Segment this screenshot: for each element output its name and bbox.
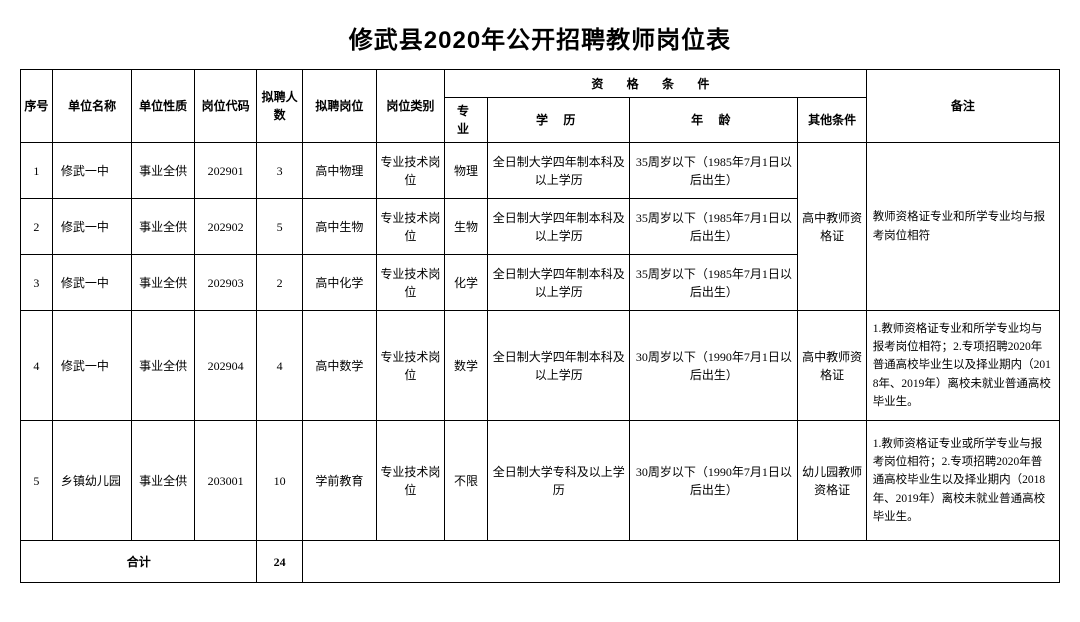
cell-major: 生物 <box>444 199 487 255</box>
cell-plan-post: 高中数学 <box>302 311 376 421</box>
cell-plan-count: 2 <box>257 255 302 311</box>
cell-post-type: 专业技术岗位 <box>376 311 444 421</box>
cell-other: 幼儿园教师资格证 <box>798 421 866 541</box>
cell-post-code: 202903 <box>194 255 257 311</box>
cell-unit-nature: 事业全供 <box>132 199 195 255</box>
recruitment-table: 序号 单位名称 单位性质 岗位代码 拟聘人数 拟聘岗位 岗位类别 资 格 条 件… <box>20 69 1060 583</box>
col-qualification: 资 格 条 件 <box>444 70 866 98</box>
cell-seq: 5 <box>21 421 53 541</box>
table-row: 1 修武一中 事业全供 202901 3 高中物理 专业技术岗位 物理 全日制大… <box>21 143 1060 199</box>
cell-unit-name: 修武一中 <box>52 255 132 311</box>
col-post-type: 岗位类别 <box>376 70 444 143</box>
cell-post-type: 专业技术岗位 <box>376 255 444 311</box>
cell-age: 35周岁以下（1985年7月1日以后出生） <box>630 143 798 199</box>
cell-plan-post: 高中物理 <box>302 143 376 199</box>
cell-seq: 4 <box>21 311 53 421</box>
cell-age: 30周岁以下（1990年7月1日以后出生） <box>630 421 798 541</box>
cell-education: 全日制大学四年制本科及以上学历 <box>488 199 630 255</box>
cell-unit-name: 修武一中 <box>52 311 132 421</box>
cell-major: 数学 <box>444 311 487 421</box>
cell-age: 35周岁以下（1985年7月1日以后出生） <box>630 255 798 311</box>
col-education: 学 历 <box>488 98 630 143</box>
table-row: 5 乡镇幼儿园 事业全供 203001 10 学前教育 专业技术岗位 不限 全日… <box>21 421 1060 541</box>
table-row: 4 修武一中 事业全供 202904 4 高中数学 专业技术岗位 数学 全日制大… <box>21 311 1060 421</box>
cell-seq: 2 <box>21 199 53 255</box>
col-seq: 序号 <box>21 70 53 143</box>
cell-education: 全日制大学专科及以上学历 <box>488 421 630 541</box>
cell-unit-nature: 事业全供 <box>132 255 195 311</box>
col-plan-post: 拟聘岗位 <box>302 70 376 143</box>
col-unit-name: 单位名称 <box>52 70 132 143</box>
cell-unit-nature: 事业全供 <box>132 143 195 199</box>
col-plan-count: 拟聘人数 <box>257 70 302 143</box>
cell-plan-post: 高中化学 <box>302 255 376 311</box>
cell-major: 物理 <box>444 143 487 199</box>
cell-seq: 1 <box>21 143 53 199</box>
cell-other: 高中教师资格证 <box>798 311 866 421</box>
cell-unit-nature: 事业全供 <box>132 311 195 421</box>
page-title: 修武县2020年公开招聘教师岗位表 <box>20 20 1060 55</box>
total-count: 24 <box>257 541 302 583</box>
cell-post-type: 专业技术岗位 <box>376 143 444 199</box>
cell-education: 全日制大学四年制本科及以上学历 <box>488 311 630 421</box>
cell-remarks: 1.教师资格证专业或所学专业与报考岗位相符；2.专项招聘2020年普通高校毕业生… <box>866 421 1059 541</box>
cell-unit-nature: 事业全供 <box>132 421 195 541</box>
cell-age: 35周岁以下（1985年7月1日以后出生） <box>630 199 798 255</box>
cell-major: 化学 <box>444 255 487 311</box>
cell-age: 30周岁以下（1990年7月1日以后出生） <box>630 311 798 421</box>
cell-plan-count: 10 <box>257 421 302 541</box>
col-unit-nature: 单位性质 <box>132 70 195 143</box>
cell-post-code: 202901 <box>194 143 257 199</box>
col-age: 年 龄 <box>630 98 798 143</box>
col-post-code: 岗位代码 <box>194 70 257 143</box>
cell-post-type: 专业技术岗位 <box>376 199 444 255</box>
table-total-row: 合计 24 <box>21 541 1060 583</box>
cell-unit-name: 乡镇幼儿园 <box>52 421 132 541</box>
cell-other-merged: 高中教师资格证 <box>798 143 866 311</box>
cell-education: 全日制大学四年制本科及以上学历 <box>488 143 630 199</box>
cell-plan-count: 5 <box>257 199 302 255</box>
cell-post-code: 202902 <box>194 199 257 255</box>
cell-education: 全日制大学四年制本科及以上学历 <box>488 255 630 311</box>
cell-unit-name: 修武一中 <box>52 199 132 255</box>
total-label: 合计 <box>21 541 257 583</box>
cell-plan-post: 学前教育 <box>302 421 376 541</box>
cell-seq: 3 <box>21 255 53 311</box>
cell-major: 不限 <box>444 421 487 541</box>
cell-post-code: 202904 <box>194 311 257 421</box>
cell-remarks: 1.教师资格证专业和所学专业均与报考岗位相符；2.专项招聘2020年普通高校毕业… <box>866 311 1059 421</box>
col-remarks: 备注 <box>866 70 1059 143</box>
cell-post-type: 专业技术岗位 <box>376 421 444 541</box>
cell-plan-post: 高中生物 <box>302 199 376 255</box>
cell-plan-count: 4 <box>257 311 302 421</box>
cell-unit-name: 修武一中 <box>52 143 132 199</box>
col-major: 专 业 <box>444 98 487 143</box>
table-header-row-1: 序号 单位名称 单位性质 岗位代码 拟聘人数 拟聘岗位 岗位类别 资 格 条 件… <box>21 70 1060 98</box>
cell-remarks-merged: 教师资格证专业和所学专业均与报考岗位相符 <box>866 143 1059 311</box>
cell-post-code: 203001 <box>194 421 257 541</box>
col-other: 其他条件 <box>798 98 866 143</box>
cell-plan-count: 3 <box>257 143 302 199</box>
